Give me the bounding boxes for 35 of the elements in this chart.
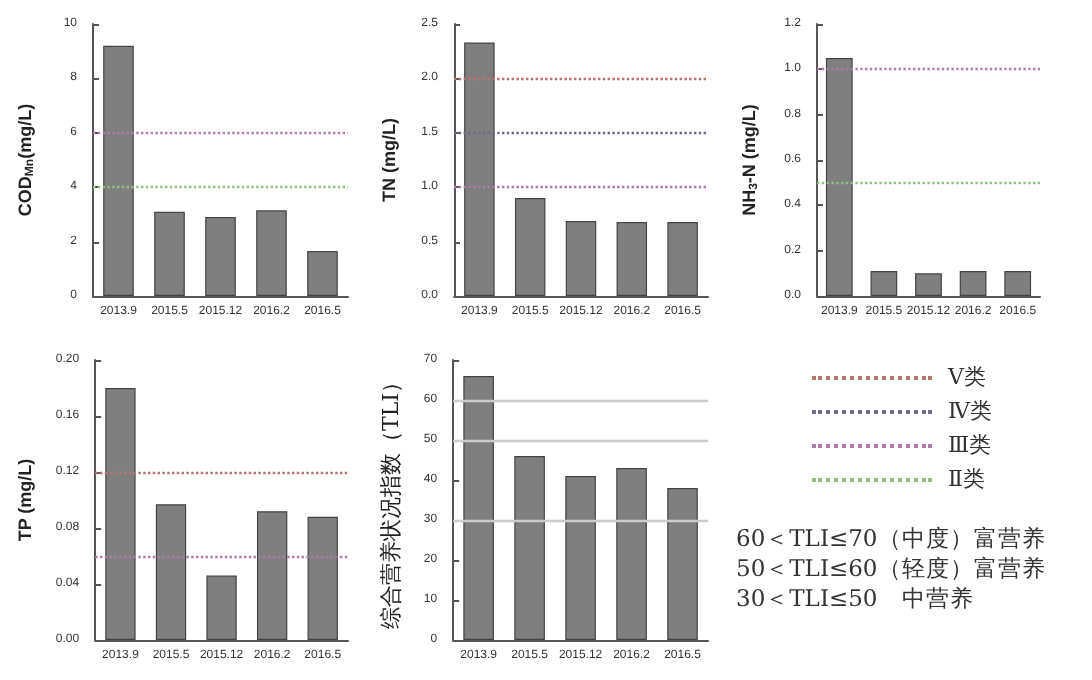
- bar: [307, 251, 338, 296]
- bar: [307, 516, 338, 640]
- text: 60＜TLI≤70（中度）富营养: [736, 524, 1046, 554]
- bar: [915, 273, 942, 296]
- bar: [205, 217, 236, 296]
- bar: [155, 504, 187, 640]
- bar: [616, 222, 648, 296]
- bar: [154, 211, 185, 296]
- bar: [256, 511, 288, 640]
- text: Ⅴ类: [948, 362, 986, 392]
- text: 50＜TLI≤60（轻度）富营养: [736, 554, 1046, 584]
- bar: [870, 271, 898, 296]
- bar: [565, 476, 596, 640]
- bar: [514, 456, 545, 640]
- y-axis-title: TP (mg/L): [15, 458, 35, 542]
- text: Ⅲ类: [948, 430, 992, 460]
- y-axis-title: 综合营养状况指数（TLI）: [378, 371, 404, 629]
- bar: [616, 468, 647, 640]
- bar: [206, 575, 237, 640]
- bar: [565, 220, 597, 296]
- bar: [464, 42, 495, 296]
- bar: [256, 210, 287, 296]
- bar: [463, 376, 494, 640]
- y-axis-title: TN (mg/L): [379, 118, 399, 202]
- bar: [667, 488, 698, 640]
- text: Ⅳ类: [948, 396, 992, 426]
- text: Ⅱ类: [948, 464, 985, 494]
- text: 30＜TLI≤50 中营养: [736, 584, 974, 614]
- bar: [103, 45, 134, 296]
- bar: [1004, 271, 1032, 296]
- bar: [825, 58, 853, 296]
- bar: [105, 388, 136, 640]
- bar: [667, 222, 698, 296]
- bar: [514, 198, 546, 296]
- bar: [959, 271, 987, 296]
